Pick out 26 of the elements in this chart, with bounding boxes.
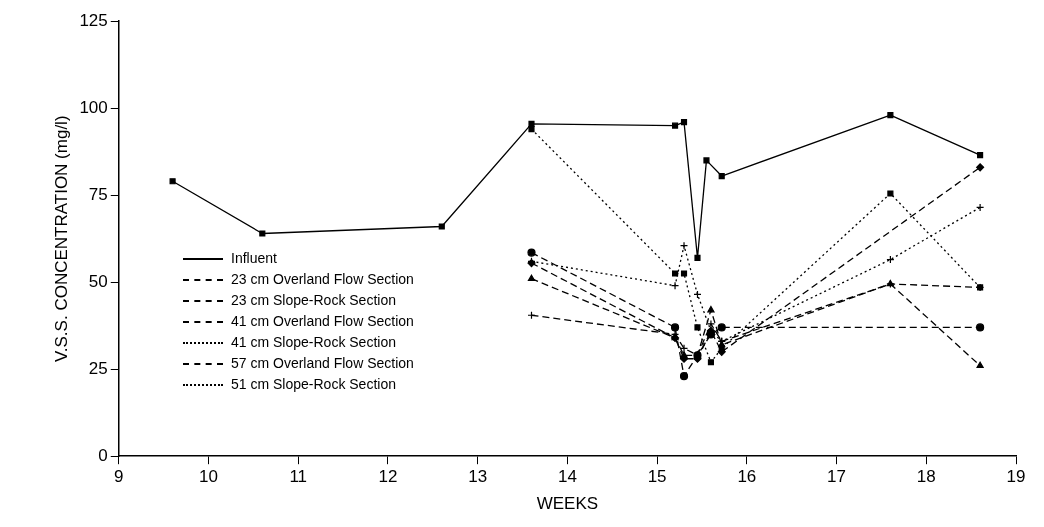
- legend-label: 51 cm Slope-Rock Section: [231, 375, 396, 394]
- y-tick-label: 75: [88, 184, 108, 204]
- y-axis-title: V.S.S. CONCENTRATION (mg/l): [51, 115, 71, 362]
- y-tick-label: 100: [79, 97, 108, 117]
- x-axis-title: WEEKS: [536, 494, 599, 514]
- legend-label: 41 cm Overland Flow Section: [231, 312, 414, 331]
- x-tick-label: 16: [737, 467, 757, 487]
- legend-label: 57 cm Overland Flow Section: [231, 354, 414, 373]
- x-tick-label: 18: [916, 467, 936, 487]
- legend-label: 23 cm Overland Flow Section: [231, 270, 414, 289]
- x-tick-label: 17: [827, 467, 847, 487]
- x-tick-label: 14: [557, 467, 577, 487]
- x-tick-label: 11: [289, 467, 308, 487]
- legend-label: 41 cm Slope-Rock Section: [231, 333, 396, 352]
- y-tick-label: 125: [79, 10, 108, 30]
- y-tick-label: 50: [88, 271, 108, 291]
- y-tick-label: 0: [98, 445, 108, 465]
- x-tick-label: 9: [114, 467, 124, 487]
- x-tick-label: 19: [1006, 467, 1026, 487]
- x-tick-label: 15: [647, 467, 667, 487]
- x-tick-label: 10: [199, 467, 218, 487]
- legend-label: Influent: [231, 249, 277, 268]
- x-tick-label: 12: [378, 467, 398, 487]
- x-tick-label: 13: [468, 467, 488, 487]
- y-tick-label: 25: [88, 358, 108, 378]
- legend-label: 23 cm Slope-Rock Section: [231, 291, 396, 310]
